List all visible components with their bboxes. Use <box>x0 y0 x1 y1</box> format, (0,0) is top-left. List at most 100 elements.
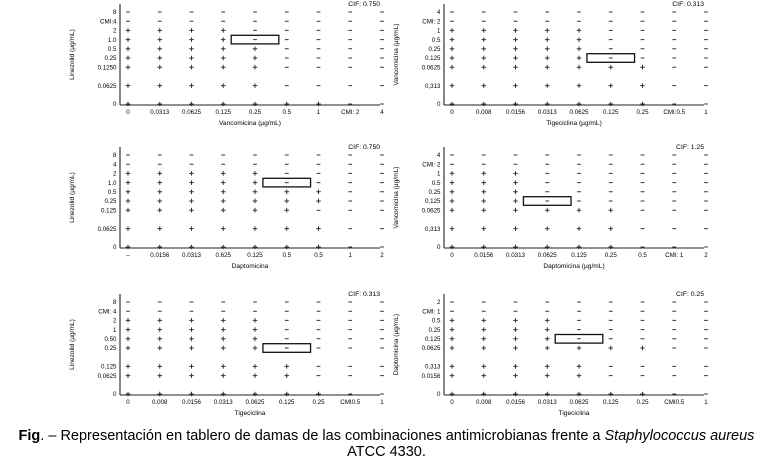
svg-text:0.125: 0.125 <box>101 364 117 371</box>
svg-text:0.125: 0.125 <box>425 336 441 343</box>
svg-text:0.1250: 0.1250 <box>98 64 117 71</box>
svg-text:Vancomicina (µg/mL): Vancomicina (µg/mL) <box>393 24 400 86</box>
svg-text:Vancomicina (µg/mL): Vancomicina (µg/mL) <box>219 120 281 127</box>
svg-text:0.25: 0.25 <box>312 399 325 406</box>
svg-text:0.125: 0.125 <box>425 55 441 62</box>
svg-text:0.25: 0.25 <box>428 189 441 196</box>
svg-text:0.5: 0.5 <box>108 189 117 196</box>
svg-text:0.5: 0.5 <box>432 180 441 187</box>
svg-text:0: 0 <box>113 101 117 108</box>
svg-text:2: 2 <box>380 252 384 259</box>
svg-text:0.0313: 0.0313 <box>150 109 169 116</box>
svg-text:CMI: 1: CMI: 1 <box>665 252 684 259</box>
svg-text:0: 0 <box>450 252 454 259</box>
svg-text:0.125: 0.125 <box>279 399 295 406</box>
svg-text:0.0625: 0.0625 <box>182 109 201 116</box>
svg-text:CIF: 0.750: CIF: 0.750 <box>348 144 380 151</box>
svg-text:0.25: 0.25 <box>104 345 117 352</box>
svg-text:CMI:4: CMI:4 <box>100 18 117 25</box>
svg-text:8: 8 <box>113 299 117 306</box>
svg-text:CIF: 0.313: CIF: 0.313 <box>672 1 704 8</box>
svg-text:0: 0 <box>437 244 441 251</box>
svg-text:8: 8 <box>113 152 117 159</box>
svg-text:2: 2 <box>113 318 117 325</box>
svg-text:0.0156: 0.0156 <box>506 399 525 406</box>
svg-text:0.125: 0.125 <box>216 109 232 116</box>
svg-text:0.125: 0.125 <box>603 109 619 116</box>
svg-text:0.0625: 0.0625 <box>570 109 589 116</box>
svg-text:Linezolid (µg/mL): Linezolid (µg/mL) <box>69 29 76 80</box>
svg-text:2: 2 <box>704 252 708 259</box>
svg-text:4: 4 <box>437 9 441 16</box>
svg-text:1: 1 <box>380 399 384 406</box>
svg-text:4: 4 <box>380 109 384 116</box>
svg-text:0.0313: 0.0313 <box>506 252 525 259</box>
svg-text:Daptomicina (µg/mL): Daptomicina (µg/mL) <box>393 314 400 375</box>
svg-text:Tigeciclina: Tigeciclina <box>559 410 590 417</box>
svg-text:0.008: 0.008 <box>476 109 492 116</box>
svg-text:1: 1 <box>437 171 441 178</box>
svg-text:1: 1 <box>317 109 321 116</box>
svg-text:0.0313: 0.0313 <box>214 399 233 406</box>
svg-text:CIF: 0.25: CIF: 0.25 <box>676 291 704 298</box>
svg-text:0.5: 0.5 <box>432 318 441 325</box>
svg-text:CMI: 2: CMI: 2 <box>422 18 441 25</box>
svg-text:0.5: 0.5 <box>314 252 323 259</box>
svg-text:0.25: 0.25 <box>636 399 649 406</box>
svg-text:0.25: 0.25 <box>605 252 618 259</box>
svg-text:0: 0 <box>437 391 441 398</box>
svg-text:0.0625: 0.0625 <box>98 373 117 380</box>
svg-text:0.0625: 0.0625 <box>98 83 117 90</box>
svg-text:CMI0.5: CMI0.5 <box>664 399 685 406</box>
svg-text:0: 0 <box>113 244 117 251</box>
svg-text:1.0: 1.0 <box>108 37 117 44</box>
svg-text:CIF: 0.313: CIF: 0.313 <box>348 291 380 298</box>
svg-text:Vancomicina (µg/mL): Vancomicina (µg/mL) <box>393 167 400 229</box>
svg-text:4: 4 <box>437 152 441 159</box>
svg-text:0.008: 0.008 <box>476 399 492 406</box>
svg-text:0.0625: 0.0625 <box>538 252 557 259</box>
svg-text:Daptomicina: Daptomicina <box>232 263 269 270</box>
svg-text:0.0313: 0.0313 <box>538 109 557 116</box>
svg-text:0.5: 0.5 <box>432 37 441 44</box>
svg-text:1: 1 <box>704 109 708 116</box>
svg-text:0.25: 0.25 <box>249 109 262 116</box>
svg-text:0.50: 0.50 <box>104 336 117 343</box>
svg-text:CIF: 1.25: CIF: 1.25 <box>676 144 704 151</box>
svg-text:0.125: 0.125 <box>425 198 441 205</box>
svg-text:Linezolid (µg/mL): Linezolid (µg/mL) <box>69 319 76 370</box>
svg-text:2: 2 <box>113 171 117 178</box>
svg-text:0.5: 0.5 <box>108 46 117 53</box>
svg-text:0.5: 0.5 <box>282 252 291 259</box>
svg-text:Daptomicina (µg/mL): Daptomicina (µg/mL) <box>543 263 604 270</box>
svg-text:4: 4 <box>113 161 117 168</box>
svg-text:1: 1 <box>704 399 708 406</box>
svg-text:CIF: 0.750: CIF: 0.750 <box>348 1 380 8</box>
svg-text:Tigeciclina (µg/mL): Tigeciclina (µg/mL) <box>546 120 602 127</box>
svg-text:1: 1 <box>437 28 441 35</box>
svg-text:0.125: 0.125 <box>571 252 587 259</box>
svg-text:1.0: 1.0 <box>108 180 117 187</box>
svg-text:0.5: 0.5 <box>638 252 647 259</box>
svg-text:0.0156: 0.0156 <box>150 252 169 259</box>
svg-text:8: 8 <box>113 9 117 16</box>
svg-text:0.125: 0.125 <box>603 399 619 406</box>
svg-text:0: 0 <box>450 109 454 116</box>
svg-text:0.0156: 0.0156 <box>422 373 441 380</box>
svg-text:0,313: 0,313 <box>425 83 441 90</box>
svg-text:0.0156: 0.0156 <box>506 109 525 116</box>
svg-text:0.25: 0.25 <box>636 109 649 116</box>
svg-text:0: 0 <box>450 399 454 406</box>
svg-text:Linezolid (µg/mL): Linezolid (µg/mL) <box>69 172 76 223</box>
svg-text:2: 2 <box>113 28 117 35</box>
svg-text:0: 0 <box>113 391 117 398</box>
svg-text:0.125: 0.125 <box>101 207 117 214</box>
svg-text:0.0625: 0.0625 <box>570 399 589 406</box>
svg-text:0: 0 <box>126 109 130 116</box>
svg-text:0.25: 0.25 <box>104 198 117 205</box>
svg-text:0.625: 0.625 <box>216 252 232 259</box>
svg-text:0.25: 0.25 <box>104 55 117 62</box>
svg-text:0.5: 0.5 <box>282 109 291 116</box>
svg-text:0.125: 0.125 <box>247 252 263 259</box>
svg-text:0.25: 0.25 <box>428 327 441 334</box>
